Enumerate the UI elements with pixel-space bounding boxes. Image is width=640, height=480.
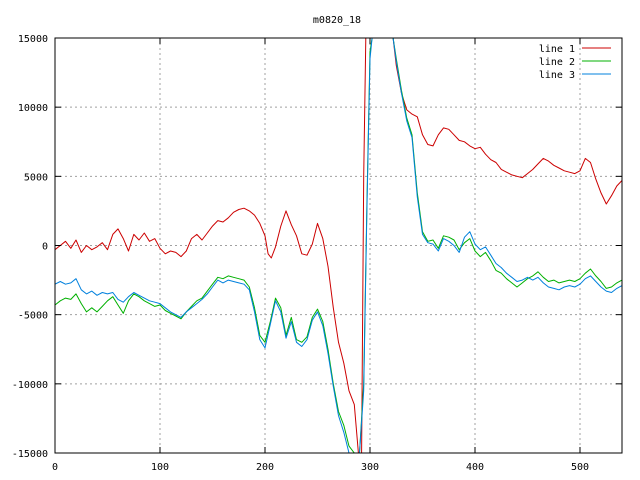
y-tick-label: 0 bbox=[42, 242, 48, 253]
grid bbox=[55, 38, 622, 453]
y-tick-label: 10000 bbox=[18, 103, 48, 114]
y-tick-label: -5000 bbox=[18, 311, 48, 322]
x-tick-label: 100 bbox=[151, 462, 169, 473]
series-line-3 bbox=[55, 38, 622, 453]
legend-label-2: line 2 bbox=[539, 57, 575, 68]
y-tick-label: 5000 bbox=[24, 172, 48, 183]
y-tick-label: -10000 bbox=[12, 380, 48, 391]
x-tick-label: 0 bbox=[52, 462, 58, 473]
x-tick-label: 200 bbox=[256, 462, 274, 473]
x-tick-label: 400 bbox=[466, 462, 484, 473]
y-tick-label: -15000 bbox=[12, 449, 48, 460]
x-tick-label: 300 bbox=[361, 462, 379, 473]
series-line-1 bbox=[55, 38, 622, 453]
plot-area bbox=[55, 38, 622, 453]
legend-label-3: line 3 bbox=[539, 70, 575, 81]
legend-label-1: line 1 bbox=[539, 44, 575, 55]
legend: line 1 line 2 line 3 bbox=[539, 44, 611, 81]
y-tick-label: 15000 bbox=[18, 34, 48, 45]
chart-title: m0820_18 bbox=[313, 15, 361, 26]
x-tick-label: 500 bbox=[571, 462, 589, 473]
axes: 0 100 200 300 400 500 -15000 -10000 -5000 0 5000 10… bbox=[12, 34, 622, 473]
